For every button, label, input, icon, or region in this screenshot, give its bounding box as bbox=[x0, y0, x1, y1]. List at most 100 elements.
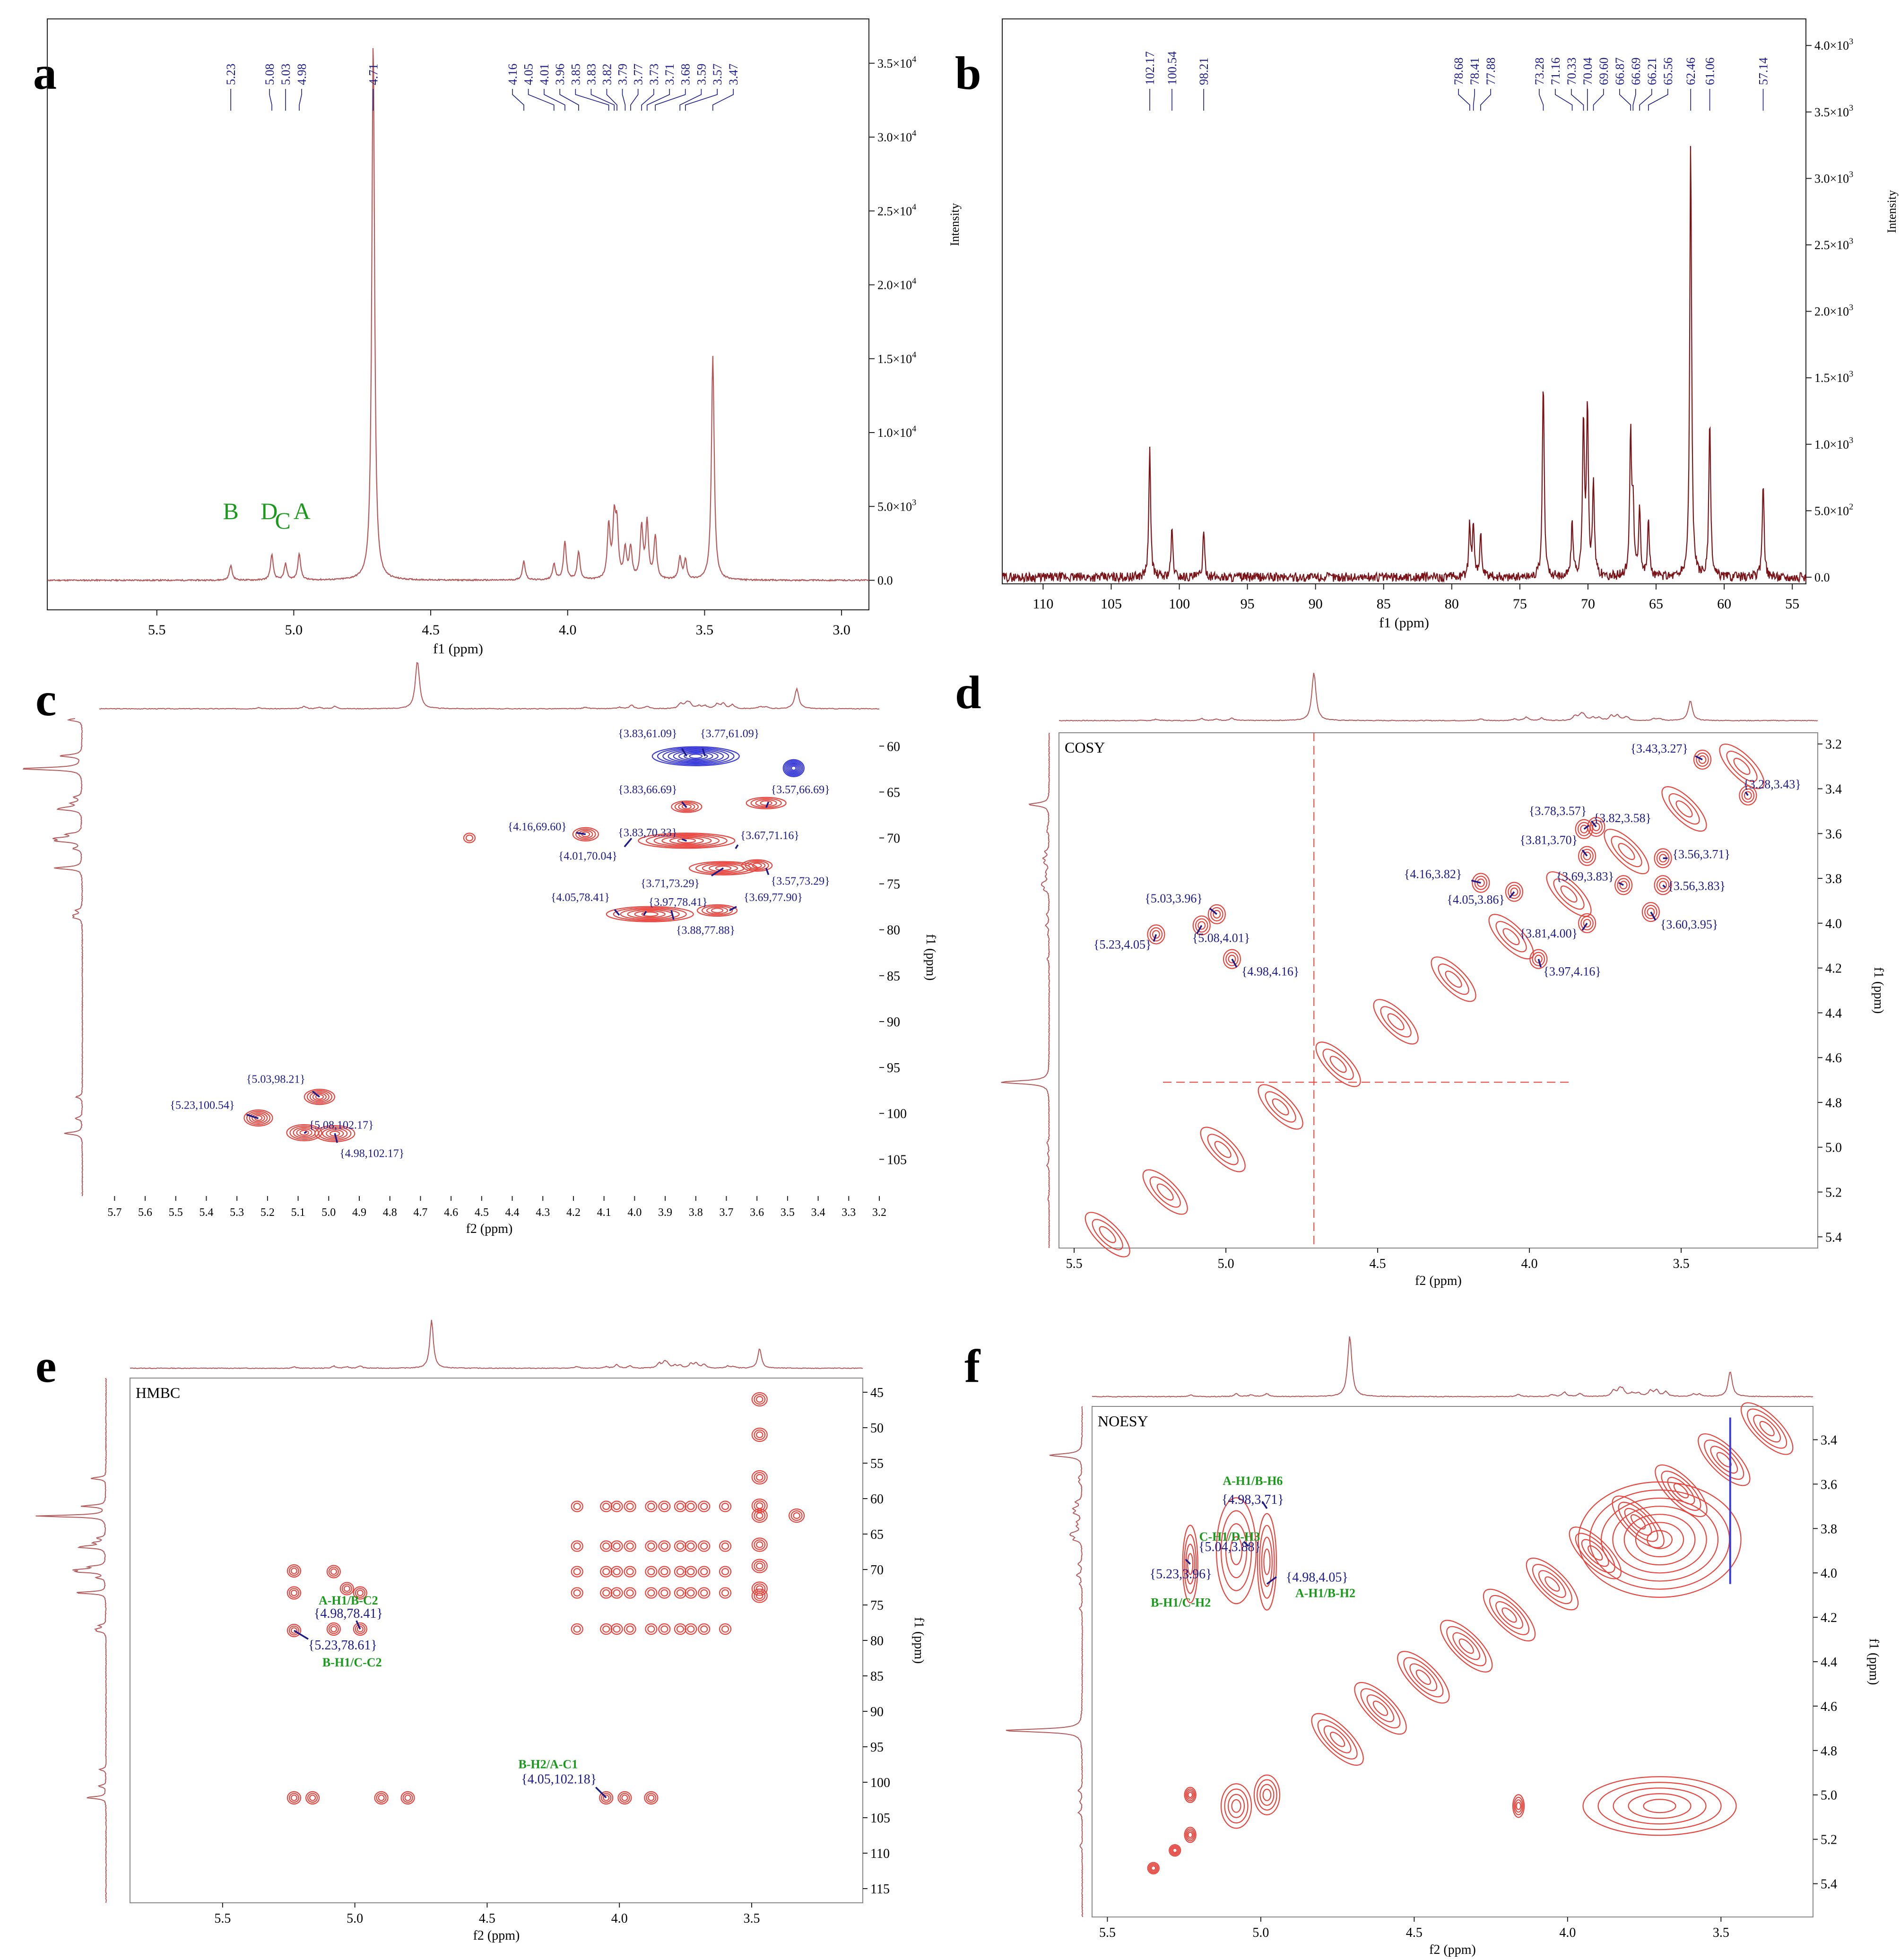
cross-peak-contour bbox=[657, 747, 735, 765]
cross-peak-contour bbox=[1195, 918, 1208, 933]
cross-peak-contour bbox=[754, 1590, 766, 1601]
cross-peak-contour bbox=[719, 1623, 732, 1635]
cross-peak-pointer bbox=[1196, 925, 1203, 934]
cross-peak-contour bbox=[602, 1502, 610, 1510]
diagonal-contour bbox=[1704, 1440, 1744, 1480]
cross-peak-contour bbox=[1182, 1525, 1198, 1604]
diagonal-contour bbox=[1354, 1682, 1407, 1735]
cross-peak-pointer bbox=[681, 838, 687, 842]
cross-peak-contour bbox=[754, 1394, 766, 1405]
cross-peak-contour bbox=[751, 1392, 768, 1407]
projection-top bbox=[130, 1319, 863, 1370]
cross-peak-contour bbox=[644, 1791, 659, 1805]
cross-peak-contour bbox=[756, 1502, 763, 1509]
peak-label-leader bbox=[528, 89, 555, 111]
cross-peak-contour bbox=[599, 1791, 614, 1805]
cross-peak-contour bbox=[1597, 1782, 1722, 1830]
cross-peak-label: {5.23,100.54} bbox=[170, 1100, 234, 1112]
y-tick-label: 4.0×103 bbox=[1814, 37, 1853, 53]
y-tick-label: 90 bbox=[870, 1705, 884, 1719]
cross-peak-contour bbox=[700, 1589, 708, 1597]
x-tick-label: 4.5 bbox=[1406, 1925, 1423, 1940]
y-tick-label: 60 bbox=[887, 739, 900, 754]
cross-peak-contour bbox=[339, 1582, 354, 1596]
y-tick-label: 100 bbox=[870, 1776, 890, 1790]
diagonal-contour bbox=[1397, 1651, 1450, 1704]
cross-peak-contour bbox=[706, 906, 729, 915]
x-tick-label: 3.2 bbox=[872, 1206, 886, 1219]
projection-left bbox=[35, 1378, 107, 1903]
x-tick-label: 3.8 bbox=[689, 1206, 703, 1219]
cross-peak-contour bbox=[1578, 1481, 1742, 1598]
diagonal-contour bbox=[1446, 1626, 1487, 1666]
cross-peak-contour bbox=[624, 1566, 636, 1578]
cross-peak-label: {3.81,3.70} bbox=[1520, 833, 1578, 847]
diagonal-contour bbox=[1698, 1433, 1751, 1486]
cross-peak-pointer bbox=[1209, 908, 1217, 915]
cross-peak-contour bbox=[1508, 885, 1521, 899]
cross-peak-label: {3.81,4.00} bbox=[1520, 927, 1578, 940]
y-tick-label: 75 bbox=[870, 1598, 884, 1613]
cross-peak-contour bbox=[1184, 1827, 1197, 1843]
x-tick-label: 3.6 bbox=[750, 1206, 764, 1219]
cross-peak-contour bbox=[782, 759, 805, 777]
cross-peak-contour bbox=[376, 1793, 387, 1803]
cross-peak-contour bbox=[698, 1500, 711, 1512]
chart-e: 5.5 5.0 4.5 4.0 3.5 f2 (ppm) 45 50 55 60 65 70 75 80 8… bbox=[35, 1319, 926, 1943]
cross-peak-contour bbox=[1582, 1776, 1737, 1836]
y-tick-label: 2.5×104 bbox=[877, 202, 916, 218]
cross-peak-contour bbox=[315, 1094, 324, 1100]
cross-peak-contour bbox=[296, 1128, 312, 1137]
cross-peak-contour bbox=[1514, 1799, 1523, 1813]
cross-peak-label: {5.23,78.61} bbox=[308, 1638, 377, 1653]
x-tick-label: 5.5 bbox=[148, 622, 166, 638]
y-axis-label: f1 (ppm) bbox=[1871, 967, 1886, 1014]
cross-peak-contour bbox=[754, 1561, 766, 1571]
cross-peak-label: {5.03,98.21} bbox=[246, 1073, 305, 1085]
cross-peak-contour bbox=[1578, 913, 1596, 933]
projection-top bbox=[1058, 673, 1818, 721]
diagonal-contour bbox=[1315, 1041, 1361, 1087]
cross-peak-contour bbox=[610, 1566, 623, 1578]
cross-peak-contour bbox=[1641, 902, 1660, 922]
cross-peak-pointer bbox=[1581, 922, 1588, 931]
cross-peak-pointer bbox=[1509, 891, 1515, 899]
y-tick-label: 3.0×104 bbox=[877, 128, 916, 144]
cross-peak-contour bbox=[760, 800, 772, 806]
cross-peak-pointer bbox=[1185, 1559, 1191, 1565]
diagonal-contour bbox=[1618, 843, 1635, 860]
cross-peak-contour bbox=[756, 1431, 763, 1439]
y-tick-label: 45 bbox=[870, 1386, 884, 1400]
cross-peak-contour bbox=[326, 1129, 344, 1138]
cross-peak-contour bbox=[252, 1113, 265, 1123]
diagonal-contour bbox=[1544, 1576, 1560, 1592]
cross-peak-contour bbox=[647, 1625, 655, 1633]
cross-peak-contour bbox=[314, 1125, 356, 1143]
cross-peak-contour bbox=[1225, 1523, 1248, 1578]
cross-peak-contour bbox=[719, 1566, 732, 1578]
peak-label: 5.23 bbox=[224, 64, 238, 86]
cross-peak-contour bbox=[748, 861, 766, 869]
peak-label-leader bbox=[575, 89, 609, 111]
x-tick-label: 4.0 bbox=[1521, 1257, 1538, 1271]
cross-peak-contour bbox=[741, 859, 773, 872]
y-tick-label: 105 bbox=[870, 1811, 890, 1826]
peak-label-leader bbox=[590, 89, 615, 111]
peak-label: 3.96 bbox=[553, 64, 567, 86]
cross-peak-contour bbox=[700, 1625, 708, 1633]
diagonal-contour bbox=[1675, 800, 1693, 818]
cross-peak-pointer bbox=[702, 748, 706, 756]
peak-label: 77.88 bbox=[1484, 58, 1498, 86]
cross-peak-contour bbox=[1741, 788, 1755, 803]
cross-peak-contour bbox=[1654, 848, 1672, 868]
cross-peak-contour bbox=[687, 1625, 695, 1633]
cross-peak-contour bbox=[789, 1508, 805, 1523]
cross-peak-contour bbox=[1614, 875, 1633, 895]
cross-peak-contour bbox=[1207, 904, 1226, 924]
plot-frame bbox=[99, 718, 880, 1197]
peak-label: 70.33 bbox=[1565, 58, 1579, 86]
x-tick-label: 3.3 bbox=[842, 1206, 856, 1219]
x-tick-label: 4.6 bbox=[444, 1206, 458, 1219]
y-tick-label: 3.5×104 bbox=[877, 54, 916, 70]
cross-peak-pointer bbox=[711, 867, 724, 876]
